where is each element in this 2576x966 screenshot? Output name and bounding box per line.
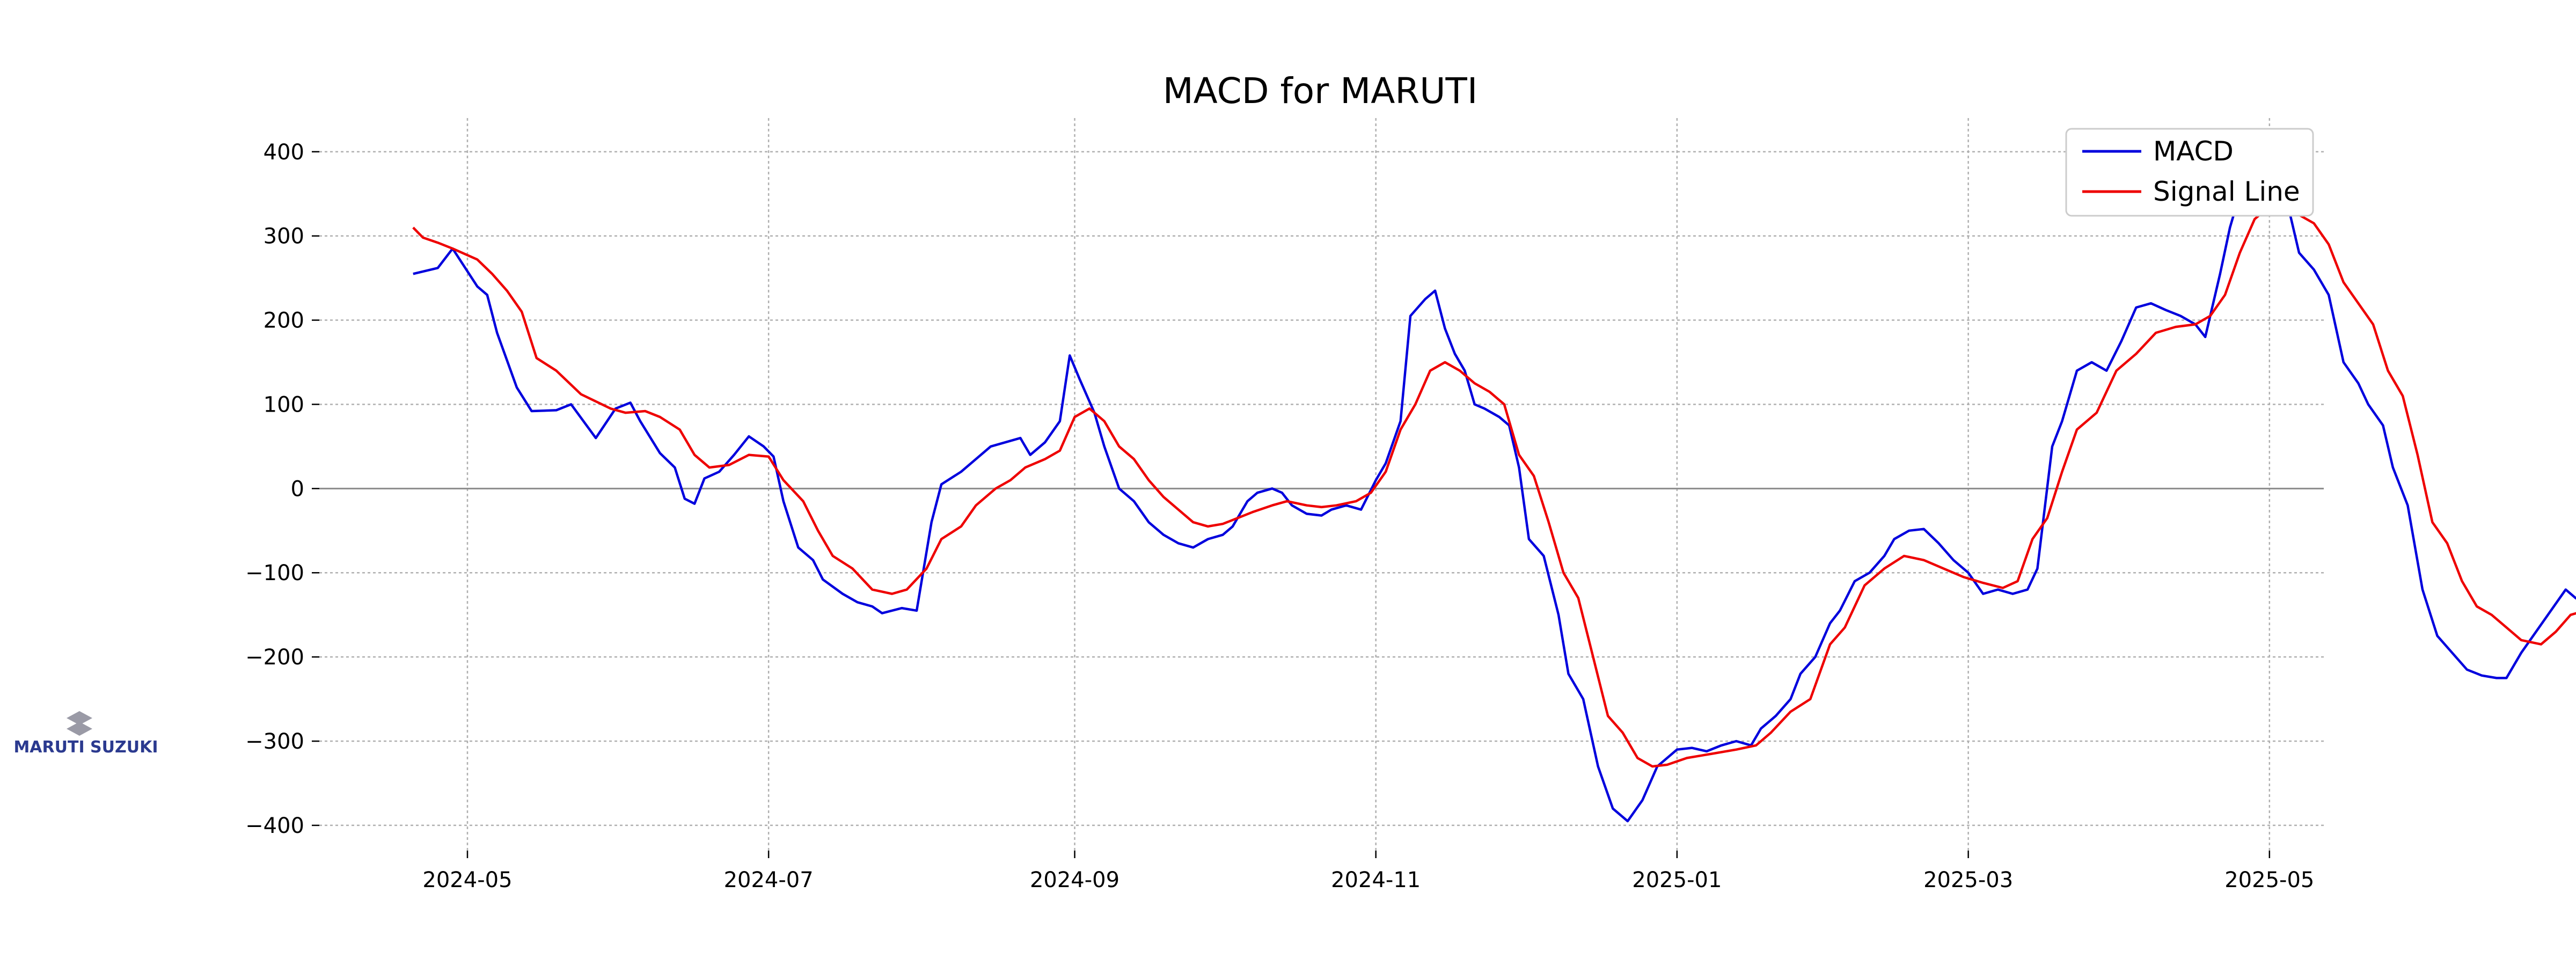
chart-title: MACD for MARUTI <box>1163 70 1478 112</box>
y-tick-label: 300 <box>264 224 304 249</box>
y-tick-label: −100 <box>245 561 304 586</box>
suzuki-s-icon <box>67 711 92 736</box>
y-tick-label: 100 <box>264 392 304 417</box>
logo-text: MARUTI SUZUKI <box>13 738 158 757</box>
y-tick-label: −300 <box>245 729 304 754</box>
x-axis-ticks: 2024-05 2024-07 2024-09 2024-11 2025-01 2025-… <box>422 851 2314 892</box>
maruti-suzuki-logo: MARUTI SUZUKI <box>13 711 158 757</box>
x-tick-label: 2024-05 <box>422 868 512 892</box>
series-line-macd <box>413 150 2576 823</box>
y-tick-label: 200 <box>264 309 304 333</box>
series-line-signal-line <box>412 198 2576 768</box>
legend-label-signal-line: Signal Line <box>2153 176 2300 207</box>
legend-label-macd: MACD <box>2153 136 2234 167</box>
y-tick-label: 0 <box>291 477 304 501</box>
y-tick-label: −400 <box>245 814 304 838</box>
series-lines <box>412 150 2576 823</box>
x-tick-label: 2025-05 <box>2224 868 2314 892</box>
grid <box>319 118 2324 851</box>
y-axis-ticks: 400 300 200 100 0 −100 −200 −300 −400 <box>245 140 319 838</box>
legend: MACD Signal Line <box>2065 128 2314 217</box>
x-tick-label: 2024-07 <box>724 868 814 892</box>
x-tick-label: 2025-01 <box>1632 868 1722 892</box>
y-tick-label: 400 <box>264 140 304 165</box>
y-tick-label: −200 <box>245 645 304 670</box>
x-tick-label: 2024-11 <box>1331 868 1421 892</box>
x-tick-label: 2024-09 <box>1030 868 1119 892</box>
x-tick-label: 2025-03 <box>1923 868 2013 892</box>
